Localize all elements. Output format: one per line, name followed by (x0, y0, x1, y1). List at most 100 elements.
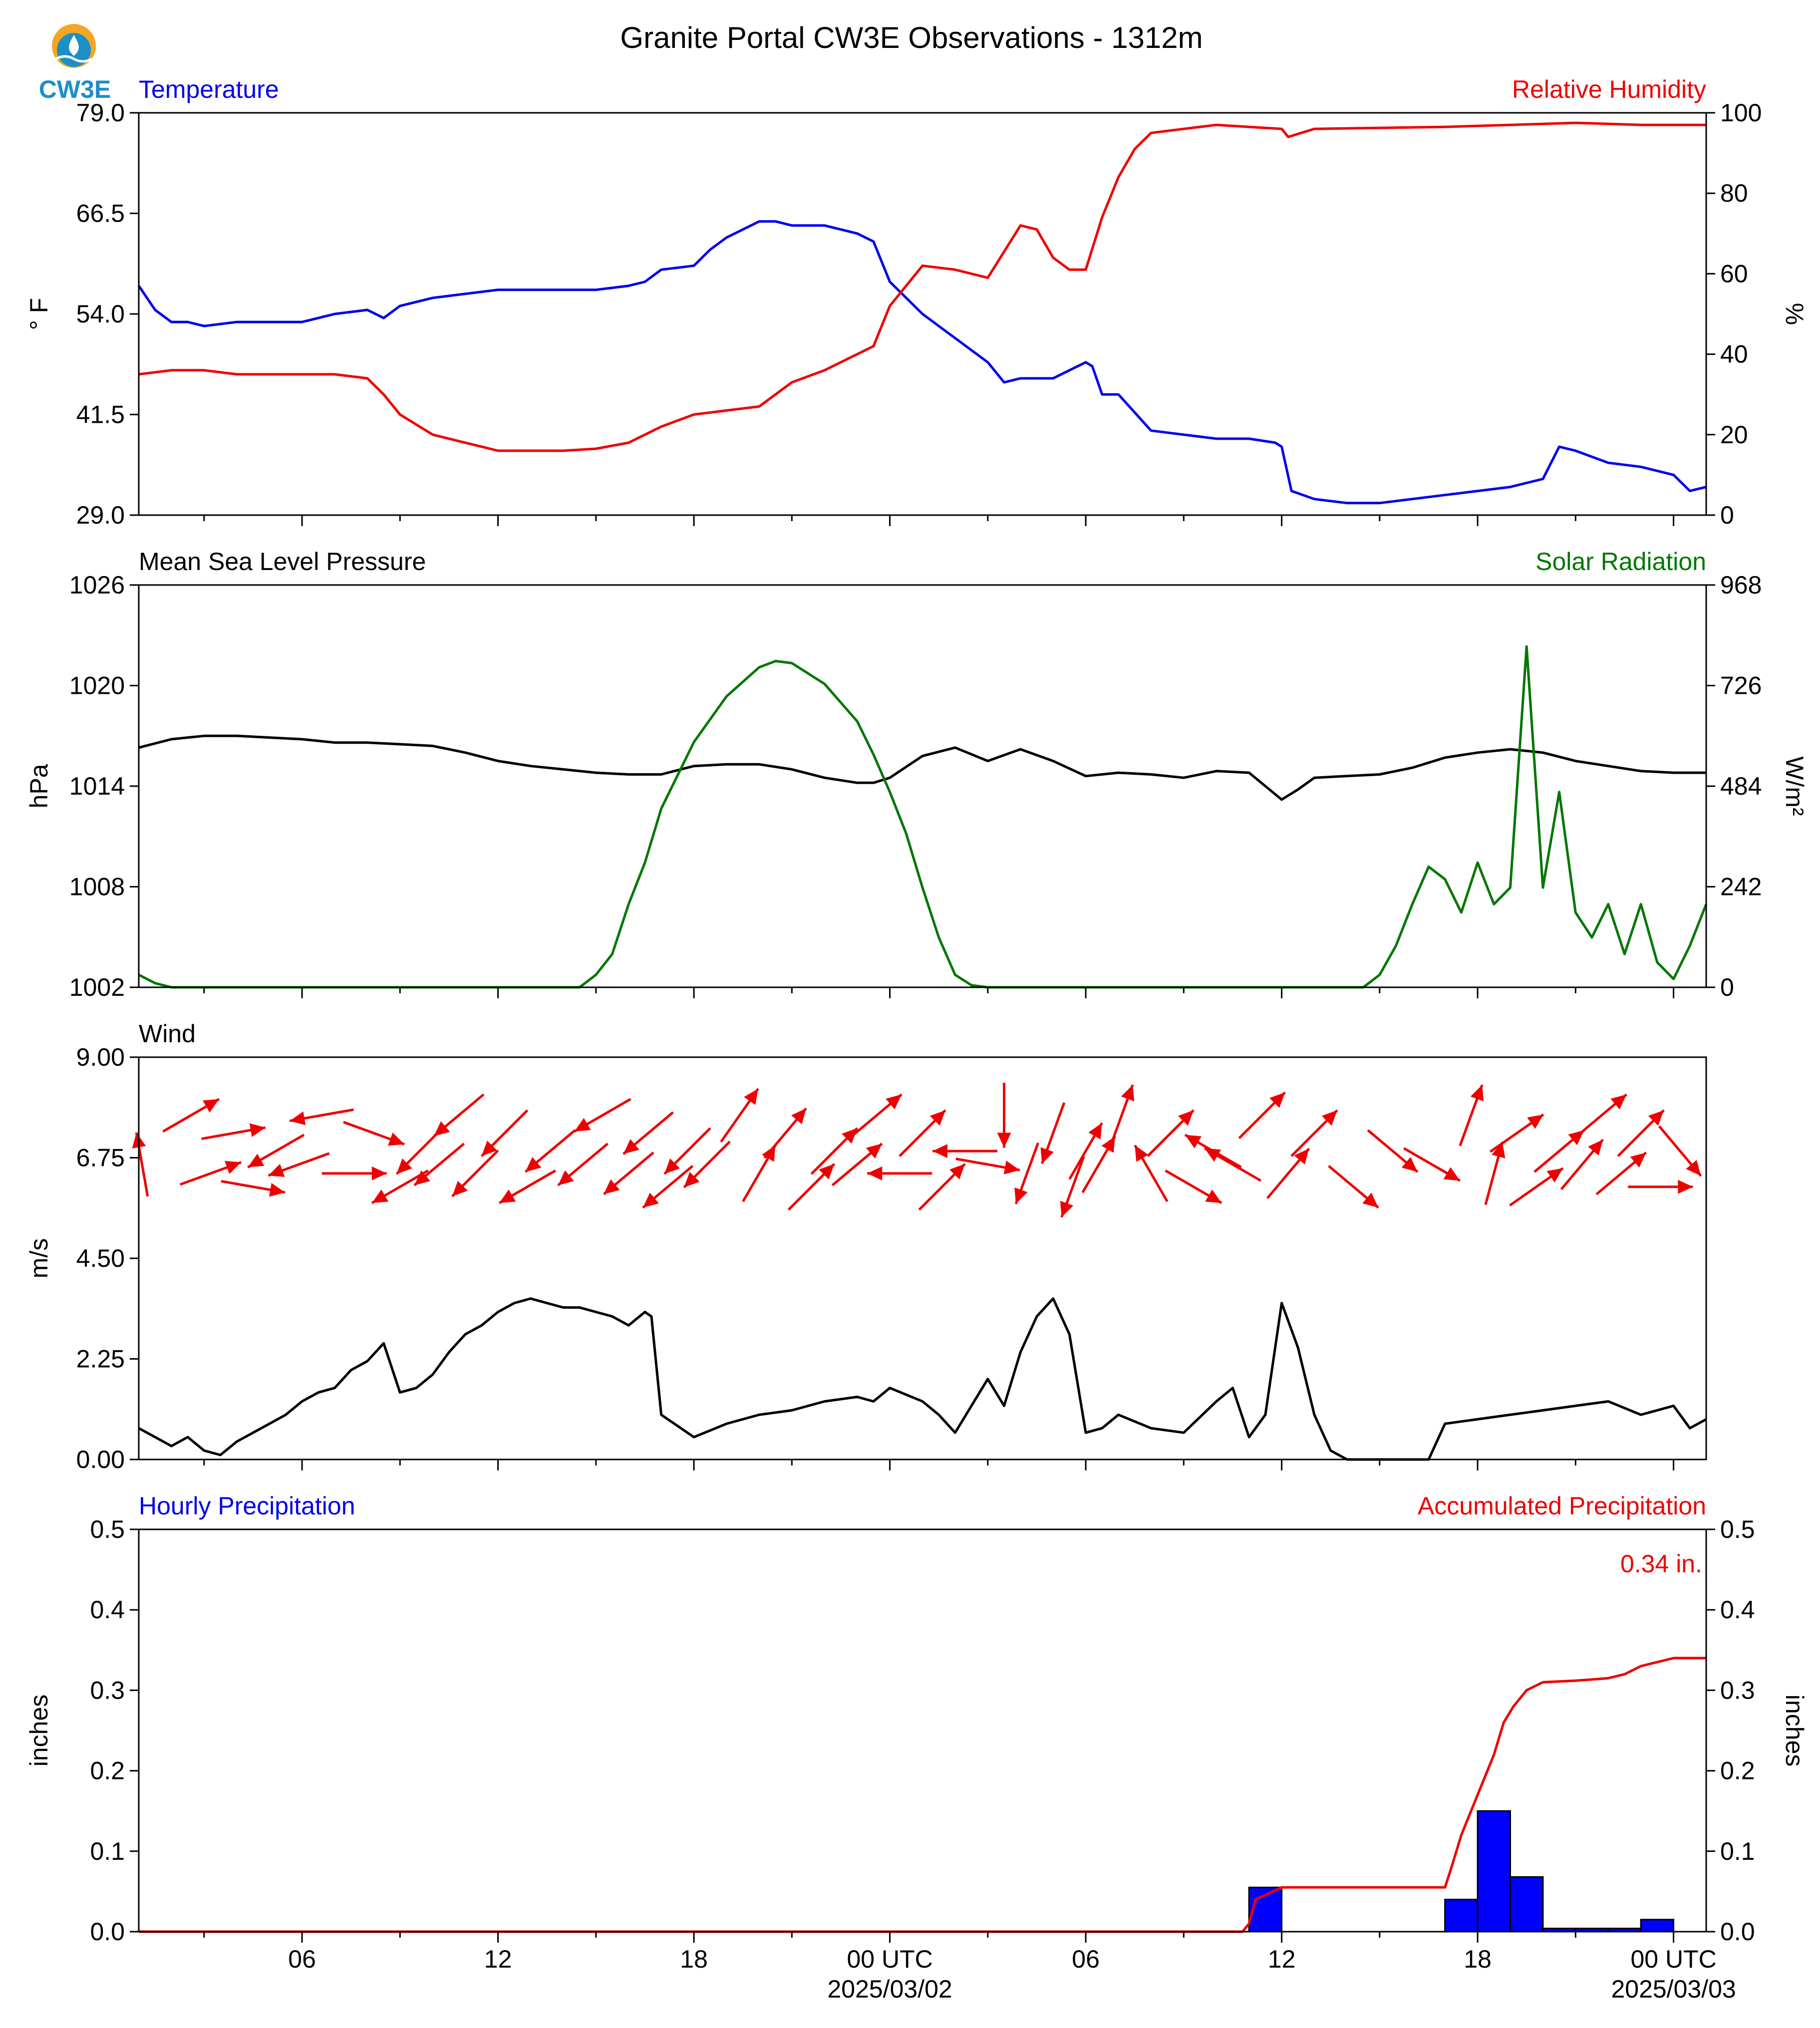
precip-bar (1477, 1810, 1511, 1933)
wind-arrow (289, 1108, 354, 1126)
y-tick-label-left: 0.00 (76, 1446, 125, 1473)
wind-arrow-head (481, 1141, 497, 1157)
y-tick-label-right: 0.0 (1720, 1918, 1755, 1946)
y-tick-label-left: 9.00 (76, 1043, 125, 1071)
wind-arrow (663, 1127, 711, 1175)
y-tick-label-left: 0.4 (90, 1596, 125, 1624)
accumulated-precipitation-line (139, 1657, 1706, 1933)
wind-arrow-head (1121, 1085, 1135, 1102)
wind-arrow (1367, 1129, 1419, 1173)
wind-arrow (603, 1152, 654, 1195)
wind-arrow-head (929, 1110, 945, 1126)
wind-arrow-head (225, 1160, 241, 1174)
wind-arrow-head (1205, 1189, 1222, 1203)
y-tick-label-right: 968 (1720, 571, 1762, 599)
wind-arrow (557, 1143, 609, 1186)
panel-left-title: Wind (139, 1020, 196, 1048)
precip-bar (1444, 1899, 1479, 1933)
wind-arrow (787, 1162, 836, 1211)
wind-arrow-head (574, 1118, 591, 1132)
wind-arrow (1165, 1169, 1222, 1204)
temperature-line (137, 220, 1707, 505)
wind-line (138, 1297, 1707, 1461)
wind-arrow-head (791, 1108, 807, 1125)
y-tick-label-right: 20 (1720, 421, 1748, 449)
y-tick-label-right: 0.5 (1720, 1515, 1755, 1543)
wind-arrow-head (744, 1089, 758, 1105)
x-tick-label: 06 (288, 1945, 316, 1973)
wind-arrow-head (1443, 1167, 1460, 1181)
wind-arrow-head (949, 1163, 965, 1179)
wind-arrow (1560, 1139, 1604, 1190)
y-tick-label-left: 79.0 (76, 99, 125, 127)
plot-frame (138, 1528, 1707, 1933)
wind-arrow (524, 1129, 576, 1173)
wind-arrow-head (1003, 1160, 1020, 1174)
y-tick-label-right: 80 (1720, 179, 1748, 207)
wind-arrow (1509, 1167, 1564, 1207)
y-tick-label-right: 60 (1720, 260, 1748, 288)
y-tick-label-left: 0.1 (90, 1837, 125, 1865)
x-tick-label: 00 UTC (847, 1945, 932, 1973)
wind-arrow-head (396, 1158, 412, 1174)
wind-arrow (622, 1111, 674, 1155)
wind-arrow-head (269, 1183, 285, 1197)
wind-arrow-head (1014, 1187, 1028, 1204)
wind-arrow-head (1492, 1142, 1506, 1159)
wind-arrow-head (1648, 1110, 1664, 1126)
panel-3: 0.00 2.25 4.50 6.75 9.00 Wind m/s (25, 1020, 1707, 1473)
wind-arrow-head (1527, 1114, 1543, 1129)
panel-2: 1002 1008 1014 1020 1026 0 242 484 726 968 Mean Se… (25, 548, 1809, 1001)
x-tick-label: 12 (1268, 1945, 1296, 1973)
y-tick-label-right: 40 (1720, 340, 1748, 368)
y-axis-label-left: hPa (25, 764, 53, 808)
x-tick-date-label: 2025/03/02 (827, 1975, 952, 2003)
wind-arrow (867, 1166, 932, 1180)
y-tick-label-right: 0 (1720, 501, 1734, 529)
wind-arrow-head (1178, 1110, 1194, 1126)
x-tick-label: 18 (680, 1945, 708, 1973)
wind-arrow-head (371, 1166, 387, 1180)
x-tick-label: 12 (484, 1945, 512, 1973)
wind-arrow (763, 1107, 807, 1159)
y-tick-label-right: 484 (1720, 772, 1762, 800)
y-axis-label-right: inches (1781, 1695, 1809, 1767)
wind-arrow (1040, 1102, 1066, 1164)
y-axis-label-left: inches (25, 1695, 53, 1767)
wind-arrow-head (866, 1144, 882, 1159)
solar-radiation-line (138, 645, 1708, 989)
wind-arrow (1628, 1179, 1693, 1194)
logo-text: CW3E (39, 75, 111, 103)
wind-arrow (932, 1144, 998, 1159)
wind-arrow (1484, 1142, 1506, 1205)
wind-arrow-head (1321, 1110, 1337, 1126)
wind-arrow (1109, 1084, 1135, 1147)
wind-arrow (1060, 1156, 1085, 1218)
mean-sea-level-pressure-line (138, 734, 1706, 801)
wind-arrow-head (1546, 1168, 1563, 1183)
wind-arrow-head (1269, 1092, 1285, 1108)
y-tick-label-left: 2.25 (76, 1345, 125, 1373)
wind-arrow-head (558, 1170, 574, 1185)
wind-arrow (1204, 1147, 1262, 1182)
wind-arrow-head (997, 1133, 1011, 1148)
wind-arrow (1014, 1142, 1039, 1204)
wind-arrow-head (1185, 1135, 1202, 1149)
wind-arrow-head (248, 1154, 265, 1167)
wind-arrow (433, 1093, 485, 1138)
wind-arrow-head (819, 1163, 835, 1179)
wind-arrow (574, 1098, 631, 1133)
wind-arrow (1459, 1084, 1484, 1147)
y-tick-label-right: 242 (1720, 873, 1762, 901)
wind-arrow (851, 1093, 903, 1138)
wind-arrow (498, 1169, 556, 1204)
wind-arrow (720, 1088, 759, 1143)
wind-arrow (955, 1158, 1020, 1174)
y-tick-label-left: 0.2 (90, 1757, 125, 1785)
y-axis-label-right: % (1781, 303, 1809, 325)
panel-right-title: Relative Humidity (1512, 75, 1706, 103)
panel-left-title: Hourly Precipitation (139, 1492, 355, 1520)
x-tick-date-label: 2025/03/03 (1611, 1975, 1736, 2003)
wind-arrow (642, 1165, 694, 1209)
wind-arrow-head (1362, 1192, 1379, 1208)
